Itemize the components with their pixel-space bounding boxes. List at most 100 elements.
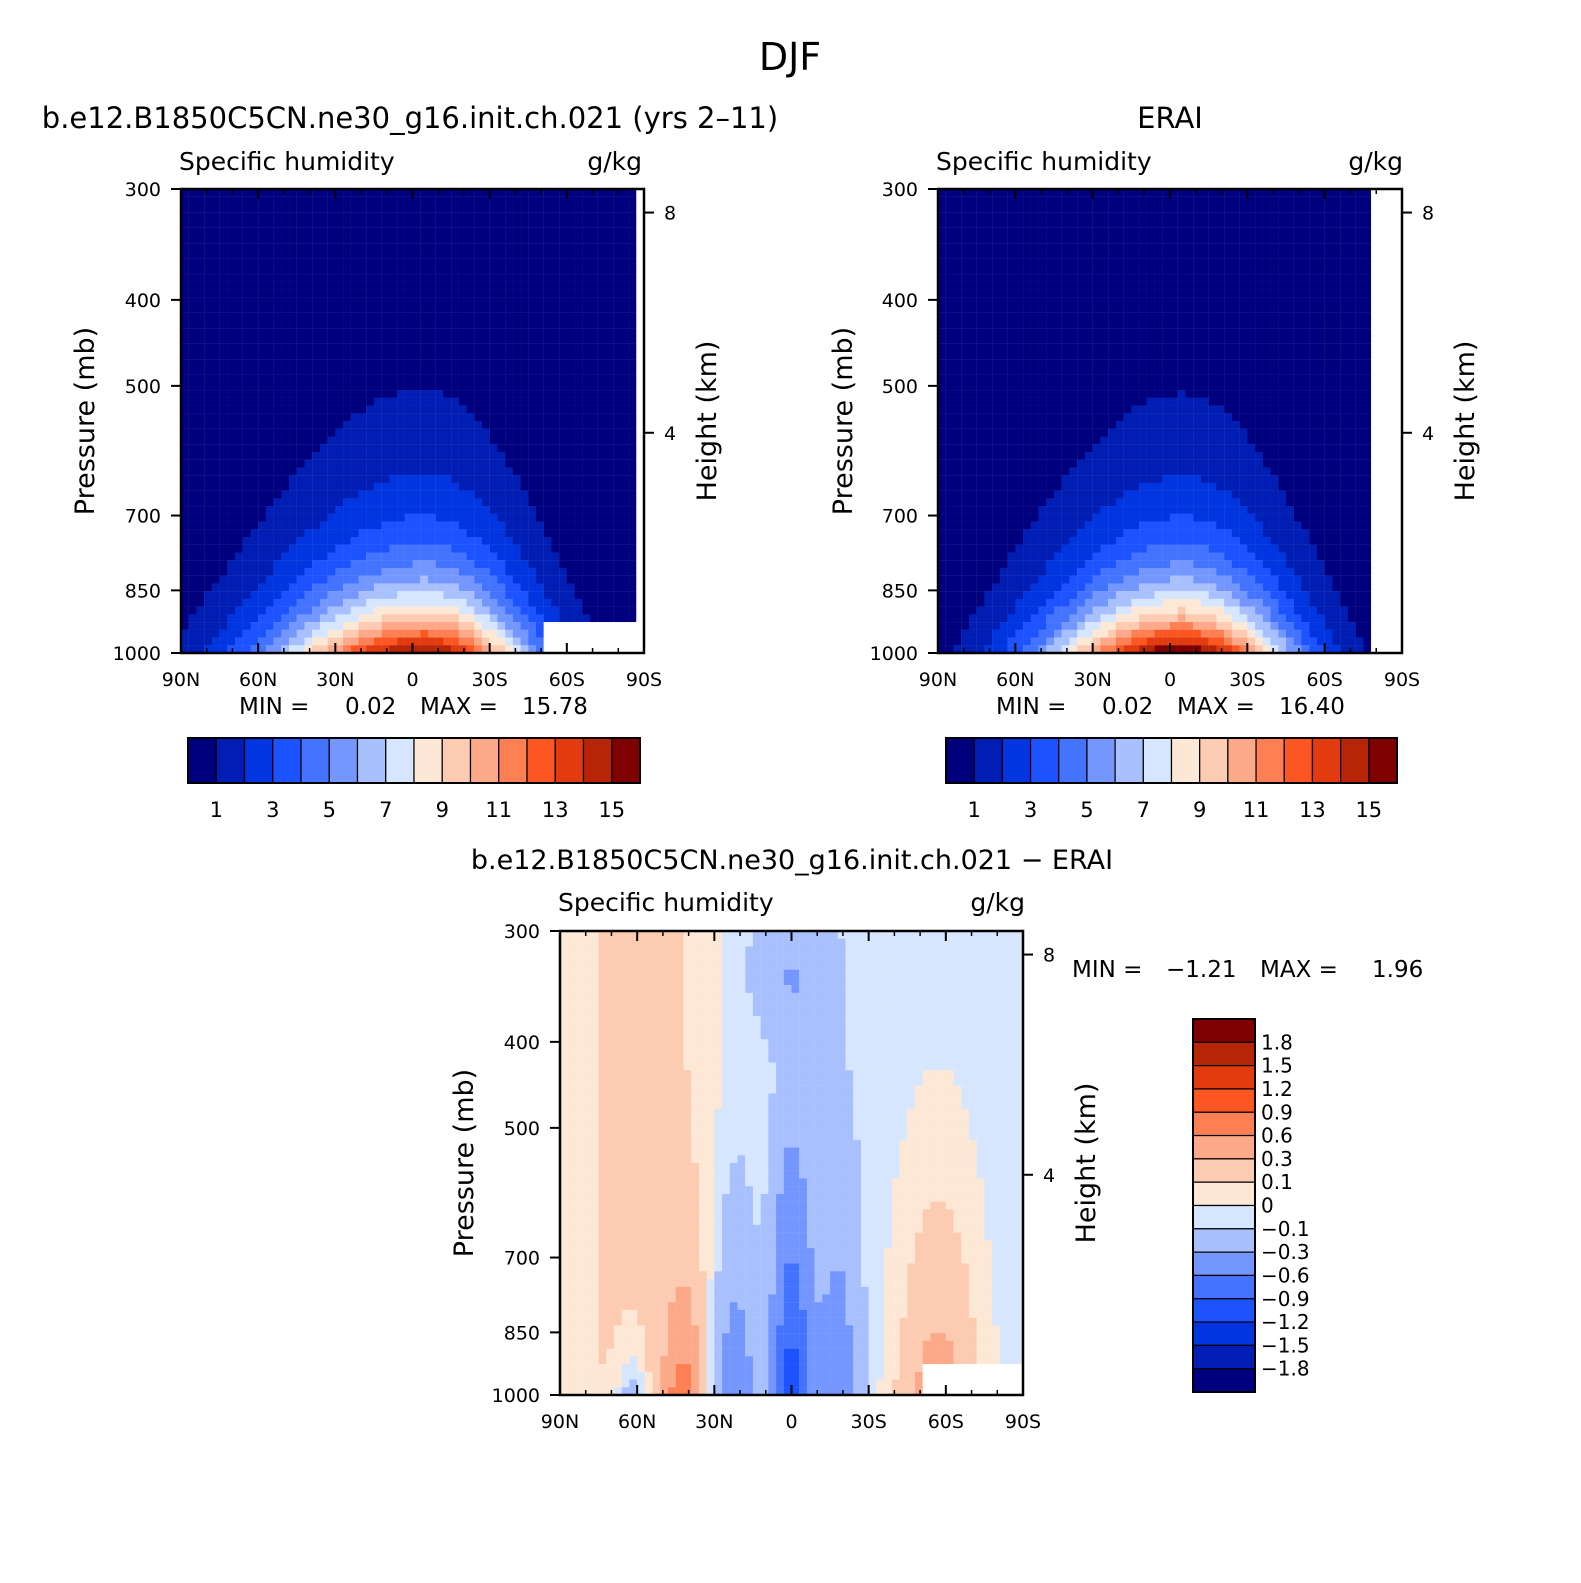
field-cell: [204, 366, 213, 375]
field-cell: [566, 467, 575, 476]
field-cell: [242, 397, 251, 406]
field-cell: [543, 475, 552, 484]
field-cell: [505, 606, 513, 615]
field-cell: [358, 305, 367, 313]
field-cell: [605, 537, 614, 545]
field-cell: [512, 444, 521, 453]
field-cell: [520, 575, 529, 584]
field-cell: [373, 490, 382, 499]
field-cell: [281, 227, 290, 236]
field-cell: [505, 575, 513, 584]
field-cell: [281, 243, 290, 252]
field-cell: [636, 235, 644, 244]
field-cell: [1015, 320, 1024, 329]
field-cell: [204, 312, 213, 321]
field-cell: [1123, 204, 1132, 213]
field-cell: [1015, 305, 1024, 313]
field-cell: [358, 343, 367, 352]
field-cell: [1324, 266, 1333, 275]
field-cell: [574, 250, 583, 259]
field-cell: [397, 537, 405, 545]
field-cell: [620, 537, 629, 545]
field-cell: [1177, 243, 1186, 252]
field-cell: [304, 305, 313, 313]
field-cell: [204, 467, 213, 476]
field-cell: [373, 459, 382, 468]
field-cell: [1077, 274, 1086, 282]
field-cell: [636, 521, 644, 530]
field-cell: [605, 374, 614, 383]
field-cell: [1324, 335, 1333, 344]
field-cell: [242, 467, 251, 476]
field-cell: [945, 343, 954, 352]
field-cell: [597, 529, 606, 538]
field-cell: [1231, 258, 1240, 267]
field-cell: [589, 645, 598, 653]
field-cell: [358, 591, 367, 600]
field-cell: [281, 436, 290, 445]
field-cell: [420, 537, 429, 545]
field-cell: [1316, 258, 1325, 267]
field-cell: [613, 537, 622, 545]
field-cell: [427, 274, 436, 282]
field-cell: [304, 219, 313, 228]
field-cell: [1293, 196, 1302, 205]
field-cell: [551, 598, 560, 607]
field-cell: [304, 382, 313, 391]
field-cell: [242, 243, 251, 252]
field-cell: [551, 537, 560, 545]
field-cell: [474, 297, 483, 306]
field-cell: [535, 421, 544, 429]
field-cell: [481, 428, 490, 437]
field-cell: [605, 614, 614, 623]
field-cell: [296, 413, 305, 422]
field-cell: [597, 506, 606, 514]
field-cell: [273, 405, 282, 414]
field-cell: [366, 629, 375, 638]
field-cell: [343, 591, 351, 600]
field-cell: [1316, 274, 1325, 282]
field-cell: [1239, 312, 1248, 321]
field-cell: [397, 413, 405, 422]
field-cell: [505, 328, 513, 337]
field-cell: [350, 490, 359, 499]
field-cell: [451, 351, 459, 360]
field-cell: [1255, 219, 1263, 228]
field-cell: [420, 405, 429, 414]
field-cell: [1378, 258, 1387, 267]
field-cell: [397, 359, 405, 368]
field-cell: [397, 645, 405, 653]
field-cell: [1108, 227, 1117, 236]
field-cell: [628, 614, 637, 623]
field-cell: [242, 343, 251, 352]
field-cell: [613, 212, 622, 221]
field-cell: [589, 219, 598, 228]
field-cell: [1247, 227, 1256, 236]
field-cell: [289, 506, 297, 514]
field-cell: [451, 335, 459, 344]
field-cell: [968, 297, 977, 306]
field-cell: [1170, 289, 1178, 298]
field-cell: [566, 629, 575, 638]
field-cell: [1270, 274, 1279, 282]
field-cell: [373, 328, 382, 337]
field-cell: [535, 343, 544, 352]
field-cell: [489, 467, 498, 476]
field-cell: [1239, 266, 1248, 275]
field-cell: [628, 521, 637, 530]
field-cell: [211, 312, 220, 321]
field-cell: [319, 529, 328, 538]
field-cell: [589, 335, 598, 344]
field-cell: [497, 289, 506, 298]
field-cell: [628, 351, 637, 360]
field-cell: [938, 189, 946, 197]
field-cell: [281, 451, 290, 460]
field-cell: [566, 521, 575, 530]
field-cell: [250, 444, 259, 453]
field-cell: [443, 459, 452, 468]
field-cell: [358, 374, 367, 383]
field-cell: [458, 475, 467, 484]
field-cell: [250, 374, 259, 383]
field-cell: [435, 490, 444, 499]
field-cell: [1224, 274, 1233, 282]
